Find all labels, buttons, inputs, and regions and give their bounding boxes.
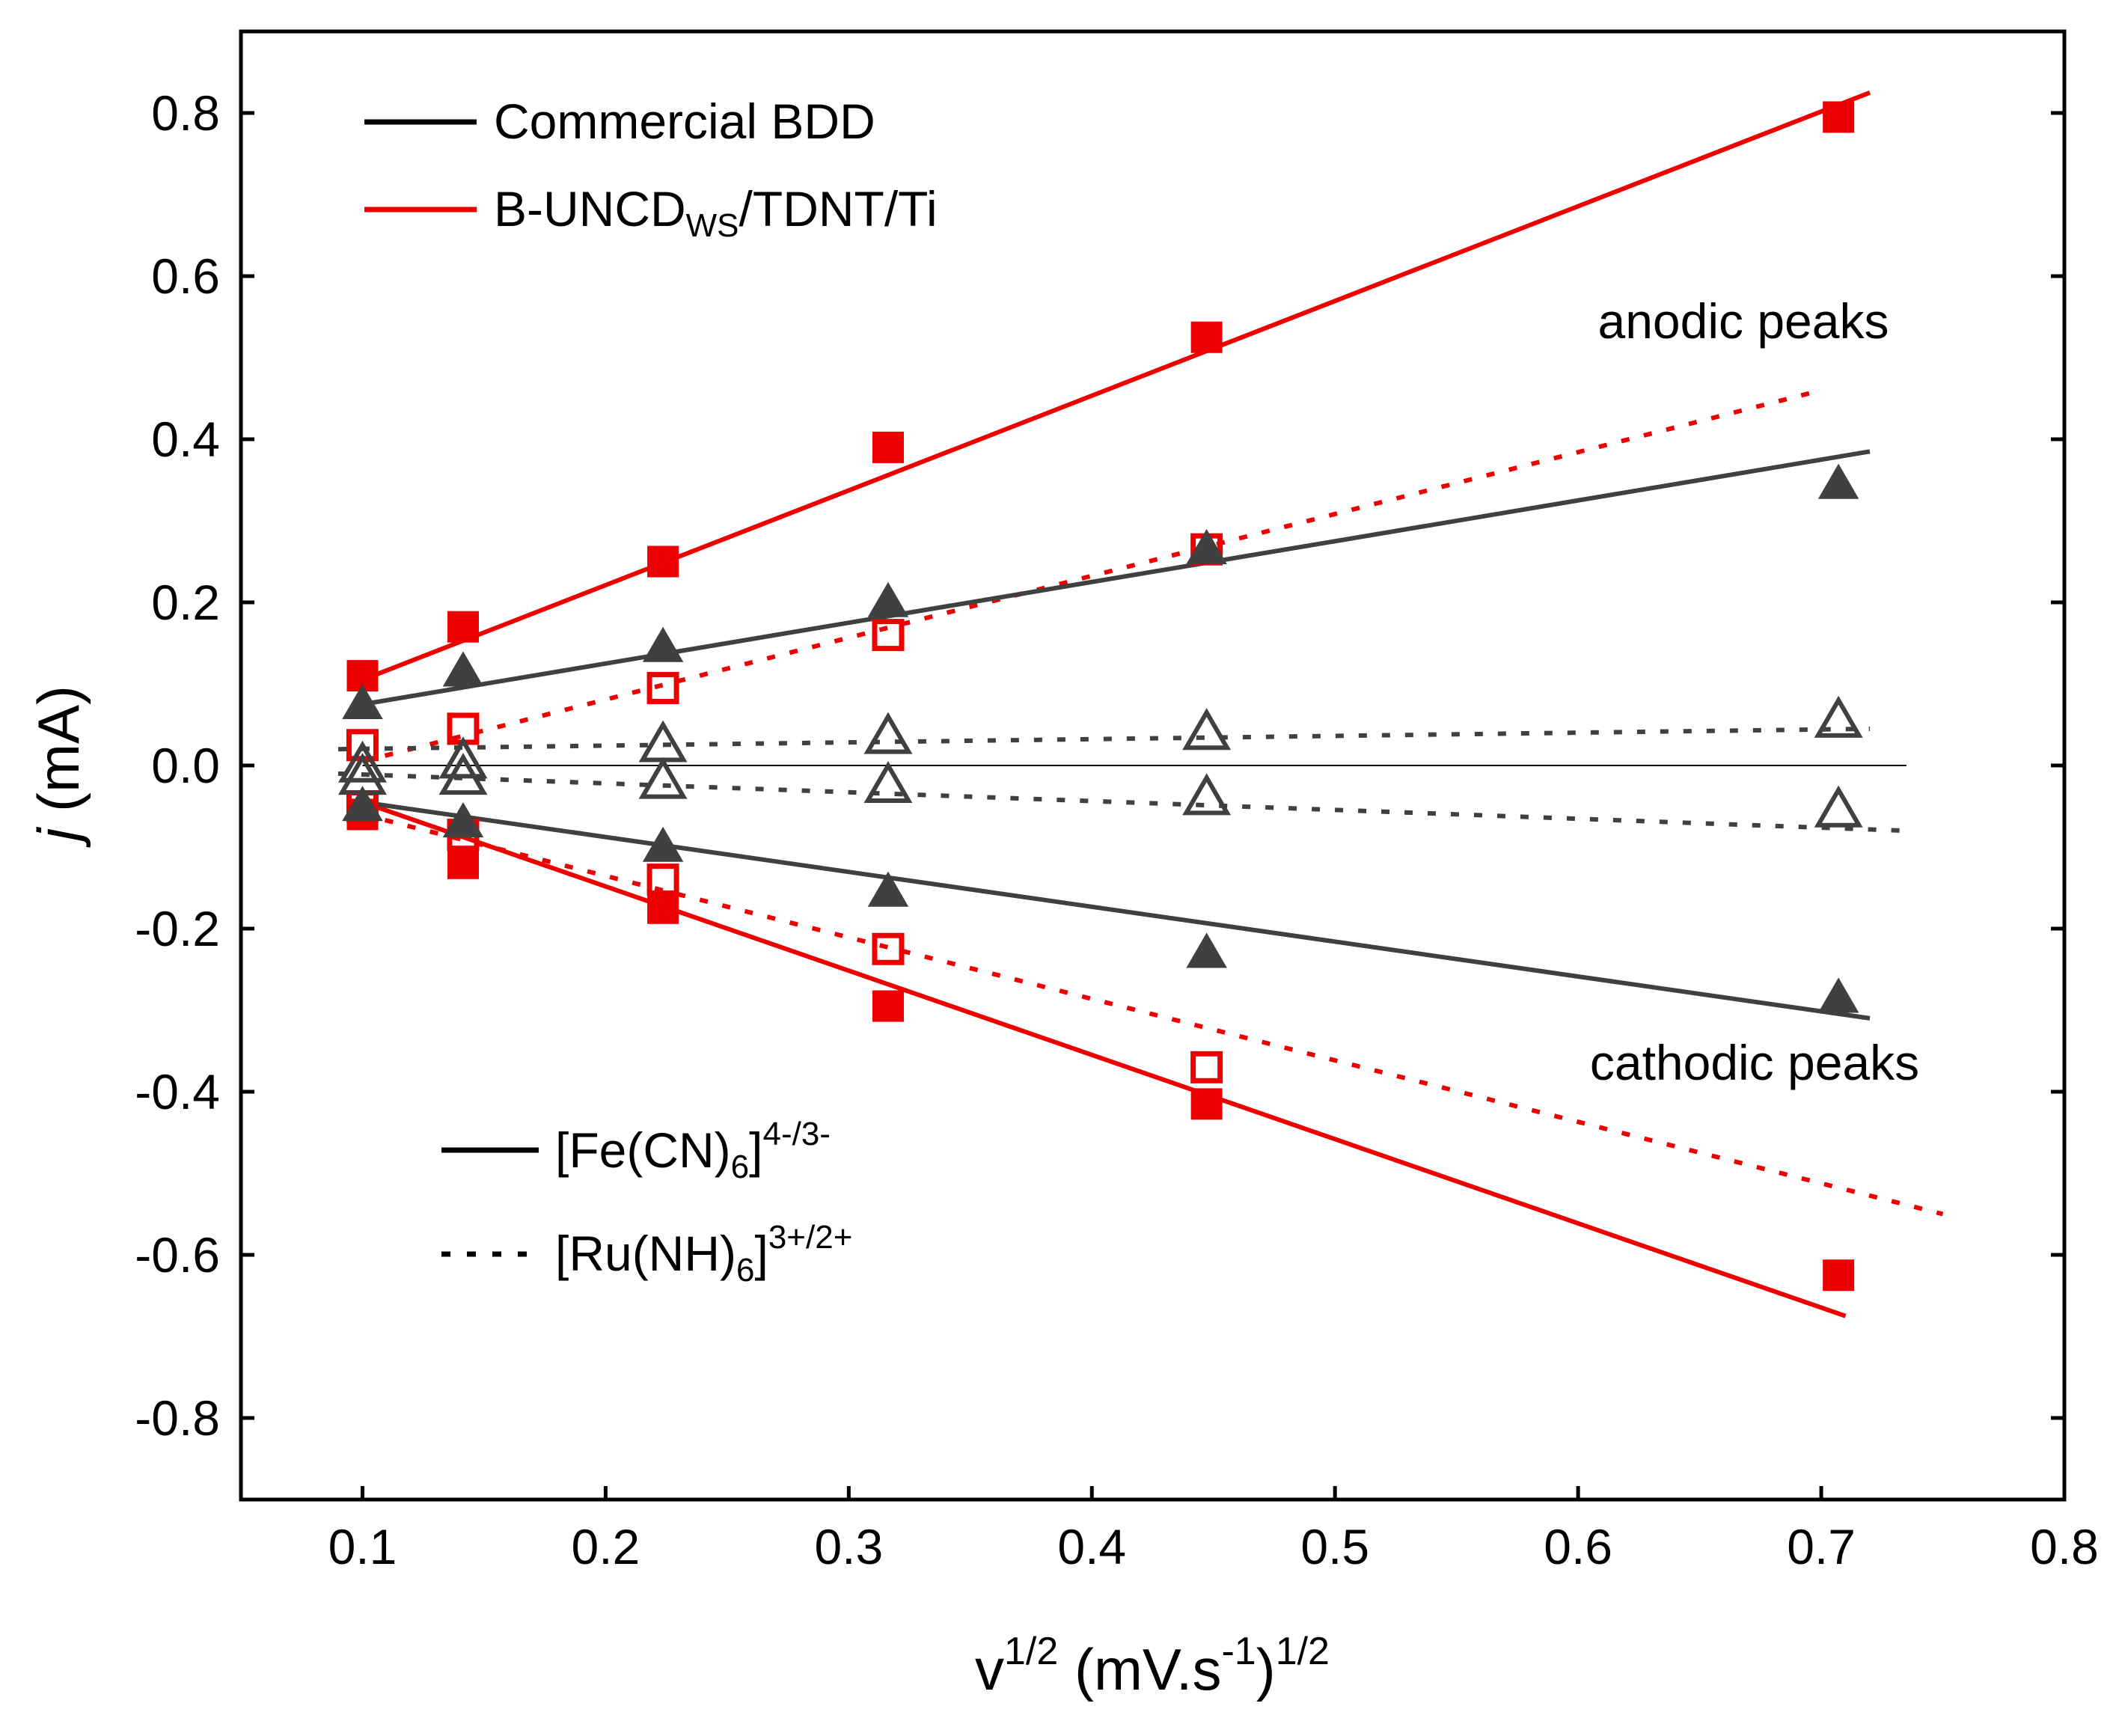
legend-materials: Commercial BDD B-UNCDWS/TDNT/Ti: [364, 94, 938, 244]
data-point-s6-p1: [438, 736, 488, 779]
fit-line-0: [361, 90, 1871, 682]
x-tick-label-0: 0.1: [328, 1519, 397, 1574]
annotation-cathodic-peaks: cathodic peaks: [1590, 1035, 1919, 1090]
y-tick-label-0: 0.8: [151, 85, 220, 141]
x-tick-label-1: 0.2: [572, 1519, 640, 1574]
legend-label-fe-cn6: [Fe(CN)6]4-/3-: [555, 1116, 831, 1185]
x-tick-label-4: 0.5: [1300, 1519, 1369, 1574]
data-point-s6-p3: [863, 712, 913, 754]
data-point-s5-p2: [642, 826, 684, 862]
data-point-s4-p1: [442, 651, 484, 687]
data-point-s7-p0: [337, 753, 387, 795]
data-point-s5-p3: [867, 871, 909, 907]
data-point-s2-p2: [646, 671, 679, 704]
x-tick-label-3: 0.4: [1057, 1519, 1126, 1574]
data-point-s0-p5: [1823, 101, 1855, 133]
fit-line-1: [361, 800, 1847, 1318]
data-point-s7-p2: [638, 757, 688, 799]
data-point-s7-p5: [1814, 785, 1863, 828]
data-point-s4-p0: [342, 683, 383, 720]
y-tick-label-2: 0.4: [151, 412, 220, 467]
data-point-s4-p3: [867, 581, 909, 617]
y-tick-label-8: -0.8: [135, 1390, 220, 1446]
y-tick-label-6: -0.4: [135, 1064, 220, 1119]
axis-ticks: 0.1 0.2 0.3 0.4 0.5 0.6 0.7 0.8 0.8 0.6 0.4 0.2 0.0 -…: [135, 85, 2099, 1574]
fit-line-5: [362, 800, 1871, 1021]
legend-redox: [Fe(CN)6]4-/3- [Ru(NH)6]3+/2+: [441, 1116, 852, 1289]
data-point-s4-p4: [1186, 528, 1227, 564]
data-point-s0-p1: [447, 611, 479, 643]
data-point-s7-p4: [1182, 773, 1232, 816]
data-point-s6-p5: [1814, 695, 1863, 738]
x-tick-label-6: 0.7: [1787, 1519, 1856, 1574]
data-point-s1-p5: [1823, 1259, 1855, 1292]
data-point-s4-p5: [1817, 463, 1859, 499]
data-point-s5-p4: [1186, 932, 1227, 968]
data-point-s2-p3: [872, 619, 905, 652]
plot-area: [337, 90, 1944, 1318]
legend-label-ru-nh6: [Ru(NH)6]3+/2+: [555, 1219, 852, 1289]
x-tick-label-2: 0.3: [814, 1519, 883, 1574]
x-tick-label-7: 0.8: [2030, 1519, 2099, 1574]
fit-line-7: [337, 771, 1906, 834]
data-point-s3-p4: [1190, 1051, 1223, 1084]
x-axis-label: v1/2 (mV.s-1)1/2: [975, 1630, 1330, 1702]
data-point-s5-p1: [442, 802, 484, 838]
y-tick-label-3: 0.2: [151, 575, 220, 630]
data-point-s6-p0: [337, 740, 387, 783]
y-tick-label-4: 0.0: [151, 738, 220, 793]
annotation-anodic-peaks: anodic peaks: [1598, 293, 1889, 349]
y-tick-label-1: 0.6: [151, 248, 220, 304]
legend-label-b-uncd: B-UNCDWS/TDNT/Ti: [494, 181, 938, 244]
data-point-s0-p3: [872, 431, 904, 463]
data-point-s3-p3: [872, 932, 905, 965]
fit-line-4: [361, 449, 1871, 707]
fit-line-3: [361, 812, 1944, 1217]
data-point-s0-p2: [647, 545, 679, 578]
data-point-s4-p2: [642, 626, 684, 662]
legend-label-commercial-bdd: Commercial BDD: [494, 94, 875, 149]
data-point-s7-p3: [863, 760, 913, 804]
data-point-s5-p5: [1817, 977, 1859, 1013]
data-point-s7-p1: [438, 753, 488, 795]
data-point-s0-p4: [1190, 321, 1223, 353]
fit-line-6: [337, 726, 1871, 752]
y-tick-label-5: -0.2: [135, 901, 220, 956]
data-point-s1-p2: [647, 892, 679, 924]
x-tick-label-5: 0.6: [1544, 1519, 1612, 1574]
fit-line-2: [361, 388, 1822, 764]
data-point-s5-p0: [342, 786, 383, 822]
data-point-s6-p4: [1182, 708, 1232, 751]
data-point-s3-p2: [646, 864, 679, 896]
y-tick-label-7: -0.6: [135, 1227, 220, 1283]
y-axis-label: j (mA): [25, 685, 91, 848]
data-point-s1-p3: [872, 990, 904, 1022]
data-point-s1-p4: [1190, 1088, 1223, 1120]
data-point-s1-p1: [447, 847, 479, 879]
